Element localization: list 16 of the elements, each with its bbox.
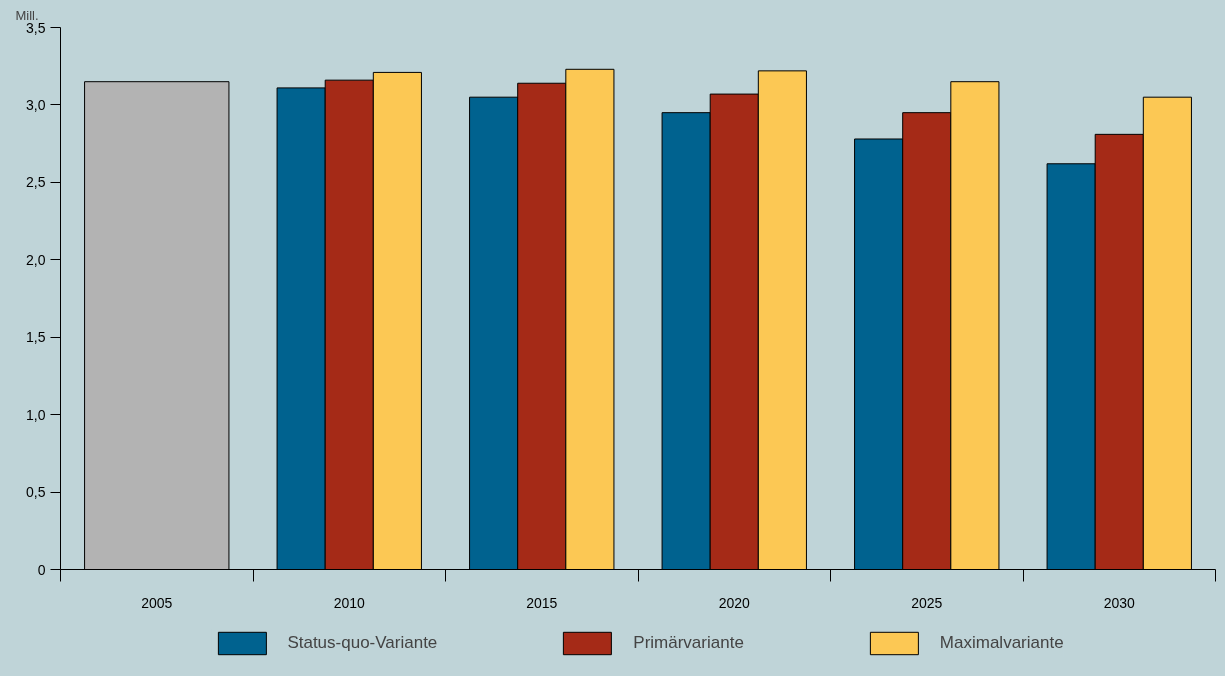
x-tick-label: 2015 [526,594,558,611]
x-tick-label: 2030 [1103,594,1136,611]
y-tick-label: 2,5 [26,174,46,191]
y-tick-label: 2,0 [26,251,46,268]
y-tick-label: 0 [37,561,46,578]
x-tick-label: 2020 [718,594,751,611]
y-tick-label: 0,5 [26,484,46,501]
y-tick-label: 1,5 [26,329,46,346]
x-tick-label: 2010 [333,594,366,611]
x-tick-label: 2025 [911,594,943,611]
legend-label: Primärvariante [633,633,744,653]
legend-label: Status-quo-Variante [287,633,438,653]
legend-label: Maximalvariante [939,633,1064,653]
y-tick-label: 1,0 [26,406,46,423]
x-tick-label: 2005 [141,594,173,611]
y-tick-label: 3,0 [26,96,46,113]
